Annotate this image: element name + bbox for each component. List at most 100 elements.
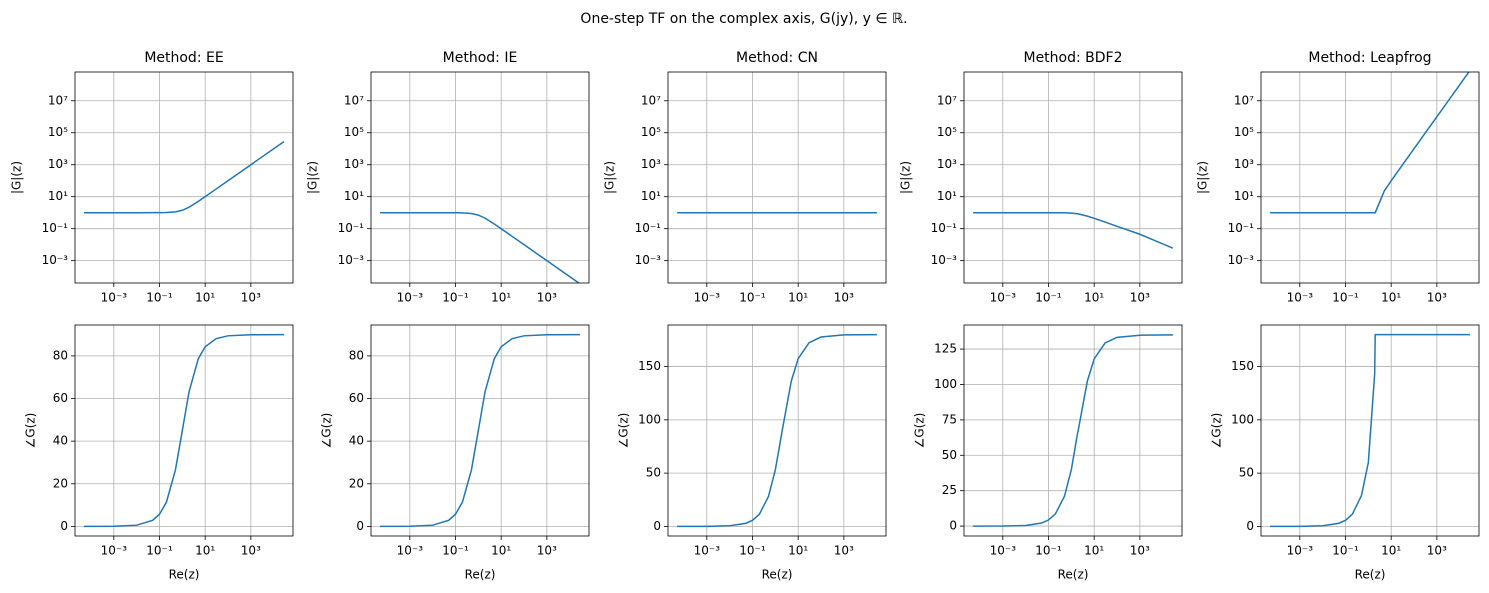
y-tick-label: 10⁻³ — [338, 253, 365, 267]
subplot-title: Method: Leapfrog — [1308, 50, 1431, 66]
x-tick-label: 10⁻³ — [101, 291, 128, 305]
data-line — [380, 211, 581, 283]
x-tick-label: 10³ — [834, 291, 854, 305]
y-tick-label: 0 — [653, 519, 661, 533]
x-axis-label: Re(z) — [762, 568, 793, 582]
axes-frame — [370, 71, 590, 284]
y-tick-label: 10⁻³ — [1228, 253, 1255, 267]
y-tick-label: 10⁵ — [641, 125, 661, 139]
y-tick-label: 10⁵ — [1234, 125, 1254, 139]
y-axis-label: |G|(z) — [603, 161, 617, 194]
x-tick-label: 10³ — [1130, 291, 1150, 305]
y-tick-label: 10⁻³ — [931, 253, 958, 267]
x-tick-label: 10⁻³ — [1287, 291, 1314, 305]
x-axis-label: Re(z) — [465, 568, 496, 582]
data-line — [973, 211, 1174, 249]
y-tick-label: 10³ — [344, 157, 364, 171]
x-tick-label: 10¹ — [1381, 291, 1401, 305]
axes-frame — [963, 324, 1183, 537]
axes-frame — [74, 324, 294, 537]
y-tick-label: 50 — [646, 466, 661, 480]
y-tick-label: 0 — [1246, 519, 1254, 533]
x-tick-label: 10¹ — [1084, 544, 1104, 558]
subplot: 10⁻³ 10⁻¹ 10¹ 10³ 10⁻³ 10⁻¹ 10¹ 10³ 10⁵ 10⁷ Method… — [1196, 50, 1480, 305]
y-tick-label: 10⁷ — [344, 93, 364, 107]
y-tick-label: 10¹ — [641, 189, 661, 203]
y-axis-label: ∠G(z) — [320, 413, 334, 449]
x-tick-label: 10⁻³ — [397, 544, 424, 558]
x-tick-label: 10⁻¹ — [146, 291, 173, 305]
y-tick-label: 100 — [1231, 412, 1254, 426]
y-tick-label: 80 — [53, 348, 68, 362]
y-axis-label: |G|(z) — [10, 161, 24, 194]
y-tick-label: 10⁵ — [344, 125, 364, 139]
y-tick-label: 10⁷ — [641, 93, 661, 107]
y-tick-label: 0 — [356, 519, 364, 533]
x-tick-label: 10¹ — [788, 291, 808, 305]
y-tick-label: 150 — [1231, 359, 1254, 373]
y-tick-label: 10⁻¹ — [635, 221, 662, 235]
x-tick-label: 10⁻³ — [694, 544, 721, 558]
x-tick-label: 10⁻³ — [1287, 544, 1314, 558]
subplot: 10⁻³ 10⁻¹ 10¹ 10³ 10⁻³ 10⁻¹ 10¹ 10³ 10⁵ 10⁷ Method… — [10, 50, 294, 305]
data-line — [1270, 72, 1470, 214]
x-tick-label: 10³ — [537, 291, 557, 305]
subplot-title: Method: CN — [736, 50, 818, 66]
axes-frame — [963, 71, 1183, 284]
subplot: 10⁻³ 10⁻¹ 10¹ 10³ 10⁻³ 10⁻¹ 10¹ 10³ 10⁵ 10⁷ Method… — [603, 50, 887, 305]
y-axis-label: ∠G(z) — [1210, 413, 1224, 449]
y-tick-label: 50 — [942, 448, 957, 462]
axes-frame — [74, 71, 294, 284]
x-tick-label: 10⁻¹ — [1035, 291, 1062, 305]
axes-frame — [1260, 71, 1480, 284]
y-tick-label: 125 — [934, 342, 957, 356]
x-tick-label: 10¹ — [491, 291, 511, 305]
x-tick-label: 10¹ — [491, 544, 511, 558]
y-tick-label: 0 — [60, 519, 68, 533]
y-tick-label: 10³ — [48, 157, 68, 171]
axes-frame — [1260, 324, 1480, 537]
x-tick-label: 10¹ — [1084, 291, 1104, 305]
data-line — [84, 333, 284, 528]
axes-frame — [667, 324, 887, 537]
subplot: 10⁻³ 10⁻¹ 10¹ 10³ 0 50 100 150 Re(z) ∠G(z) — [1210, 324, 1480, 582]
x-axis-label: Re(z) — [1355, 568, 1386, 582]
y-tick-label: 10⁻¹ — [42, 221, 69, 235]
y-axis-label: |G|(z) — [899, 161, 913, 194]
x-tick-label: 10⁻³ — [101, 544, 128, 558]
y-tick-label: 10¹ — [48, 189, 68, 203]
x-tick-label: 10⁻¹ — [1332, 291, 1359, 305]
data-line — [1270, 333, 1470, 528]
y-tick-label: 40 — [349, 434, 364, 448]
subplot: 10⁻³ 10⁻¹ 10¹ 10³ 0 25 50 75 100 125 Re(z) ∠G(z) — [913, 324, 1183, 582]
y-axis-label: ∠G(z) — [913, 413, 927, 449]
x-tick-label: 10⁻¹ — [739, 291, 766, 305]
figure-title: One-step TF on the complex axis, G(jy), … — [580, 11, 907, 27]
x-tick-label: 10⁻¹ — [1332, 544, 1359, 558]
y-tick-label: 10⁻¹ — [338, 221, 365, 235]
x-tick-label: 10¹ — [195, 291, 215, 305]
x-tick-label: 10¹ — [788, 544, 808, 558]
y-tick-label: 10³ — [937, 157, 957, 171]
subplot: 10⁻³ 10⁻¹ 10¹ 10³ 10⁻³ 10⁻¹ 10¹ 10³ 10⁵ 10⁷ Method… — [306, 50, 590, 305]
x-tick-label: 10⁻¹ — [739, 544, 766, 558]
x-tick-label: 10³ — [834, 544, 854, 558]
x-tick-label: 10³ — [1427, 291, 1447, 305]
y-tick-label: 20 — [53, 476, 68, 490]
subplot: 10⁻³ 10⁻¹ 10¹ 10³ 0 20 40 60 80 Re(z) ∠G(z) — [320, 324, 590, 582]
x-tick-label: 10⁻¹ — [442, 291, 469, 305]
subplot: 10⁻³ 10⁻¹ 10¹ 10³ 0 20 40 60 80 Re(z) ∠G(z) — [24, 324, 294, 582]
y-tick-label: 100 — [638, 412, 661, 426]
y-tick-label: 10³ — [641, 157, 661, 171]
x-axis-label: Re(z) — [1058, 568, 1089, 582]
x-tick-label: 10⁻³ — [990, 544, 1017, 558]
y-tick-label: 40 — [53, 434, 68, 448]
subplot: 10⁻³ 10⁻¹ 10¹ 10³ 10⁻³ 10⁻¹ 10¹ 10³ 10⁵ 10⁷ Method… — [899, 50, 1183, 305]
x-tick-label: 10⁻³ — [397, 291, 424, 305]
x-tick-label: 10³ — [241, 544, 261, 558]
x-tick-label: 10³ — [241, 291, 261, 305]
x-tick-label: 10⁻¹ — [1035, 544, 1062, 558]
data-line — [973, 334, 1173, 527]
y-tick-label: 10⁷ — [48, 93, 68, 107]
x-tick-label: 10¹ — [195, 544, 215, 558]
